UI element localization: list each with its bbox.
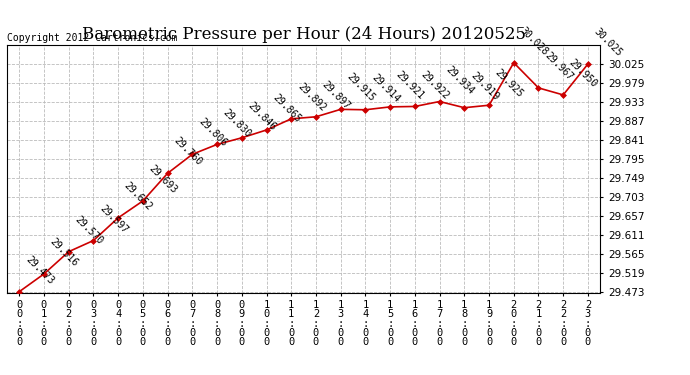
Text: 29.925: 29.925 (493, 68, 525, 100)
Text: 29.570: 29.570 (73, 214, 105, 246)
Text: 30.025: 30.025 (592, 26, 624, 58)
Text: 29.967: 29.967 (542, 50, 575, 82)
Text: 29.865: 29.865 (270, 92, 303, 124)
Text: 29.919: 29.919 (469, 70, 500, 102)
Text: 29.473: 29.473 (23, 254, 55, 286)
Text: 29.693: 29.693 (147, 164, 179, 195)
Text: Copyright 2012 Cartronics.com: Copyright 2012 Cartronics.com (7, 33, 177, 42)
Text: 29.830: 29.830 (221, 107, 253, 139)
Text: 29.652: 29.652 (122, 180, 155, 212)
Text: 29.915: 29.915 (345, 72, 377, 104)
Text: 30.028: 30.028 (518, 25, 550, 57)
Text: 29.921: 29.921 (394, 69, 426, 101)
Text: 29.806: 29.806 (197, 117, 228, 149)
Text: 29.897: 29.897 (320, 79, 352, 111)
Text: 29.914: 29.914 (370, 72, 402, 104)
Text: 29.922: 29.922 (419, 69, 451, 101)
Text: 29.760: 29.760 (172, 136, 204, 168)
Text: 29.934: 29.934 (444, 64, 475, 96)
Text: 29.892: 29.892 (295, 81, 327, 113)
Text: 29.846: 29.846 (246, 100, 278, 132)
Text: 29.950: 29.950 (567, 57, 600, 89)
Title: Barometric Pressure per Hour (24 Hours) 20120525: Barometric Pressure per Hour (24 Hours) … (81, 27, 526, 44)
Text: 29.516: 29.516 (48, 236, 80, 268)
Text: 29.597: 29.597 (97, 203, 130, 235)
